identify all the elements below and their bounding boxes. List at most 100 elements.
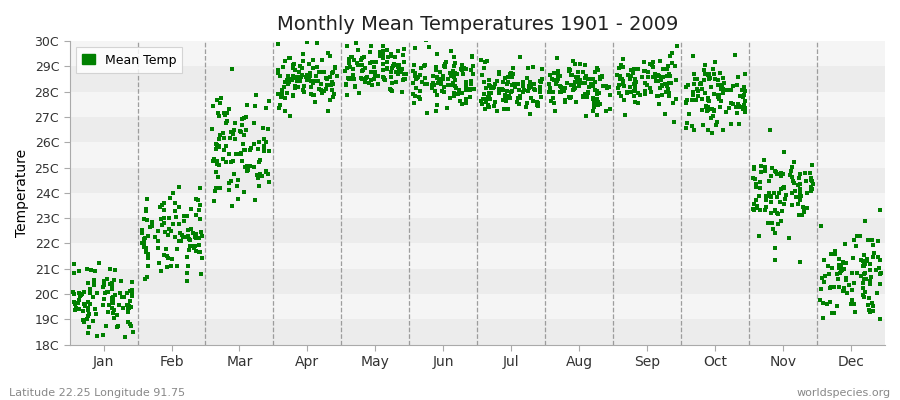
Point [658, 111, 672, 118]
Point [294, 72, 309, 78]
Point [378, 77, 392, 84]
Point [482, 95, 496, 101]
Point [856, 292, 870, 298]
Point [385, 79, 400, 86]
Point [827, 310, 842, 316]
Point [440, 104, 454, 111]
Point [504, 89, 518, 95]
Point [74, 292, 88, 298]
Point [518, 104, 533, 110]
Point [250, 172, 265, 178]
Point [615, 76, 629, 82]
Point [736, 102, 751, 108]
Point [746, 175, 760, 182]
Point [551, 76, 565, 82]
Point [448, 77, 463, 83]
Point [161, 226, 176, 232]
Point [81, 329, 95, 336]
Point [448, 82, 463, 89]
Point [121, 309, 135, 315]
Point [670, 96, 684, 102]
Point [521, 65, 535, 71]
Point [580, 94, 594, 100]
Point [686, 91, 700, 98]
Point [212, 136, 227, 142]
Point [328, 64, 342, 71]
Bar [69, 117, 885, 142]
Point [638, 90, 652, 96]
Point [428, 67, 443, 74]
Point [521, 85, 535, 91]
Point [563, 67, 578, 74]
Point [212, 162, 226, 168]
Point [276, 64, 291, 71]
Point [702, 98, 716, 105]
Point [646, 74, 661, 80]
Point [530, 102, 544, 108]
Point [150, 227, 165, 234]
Point [685, 53, 699, 59]
Point [435, 88, 449, 95]
Point [498, 91, 512, 98]
Point [329, 73, 344, 80]
Point [497, 106, 511, 112]
Point [726, 82, 741, 89]
Point [256, 136, 271, 143]
Point [161, 231, 176, 238]
Point [392, 66, 407, 72]
Point [104, 300, 119, 306]
Point [350, 60, 365, 66]
Point [406, 90, 420, 97]
Point [384, 51, 399, 57]
Point [270, 67, 284, 74]
Point [714, 98, 728, 104]
Point [438, 61, 453, 68]
Point [271, 40, 285, 47]
Point [76, 319, 91, 326]
Point [308, 98, 322, 105]
Point [573, 61, 588, 67]
Point [447, 63, 462, 69]
Point [778, 196, 792, 202]
Point [285, 93, 300, 100]
Point [748, 176, 762, 182]
Point [719, 109, 733, 115]
Point [488, 99, 502, 105]
Point [306, 80, 320, 86]
Point [274, 87, 289, 94]
Point [490, 78, 504, 85]
Point [526, 98, 540, 105]
Point [746, 207, 760, 214]
Point [209, 141, 223, 148]
Point [797, 208, 812, 215]
Point [768, 168, 782, 174]
Point [793, 197, 807, 204]
Point [797, 170, 812, 176]
Point [355, 62, 369, 68]
Point [479, 84, 493, 91]
Point [485, 85, 500, 91]
Point [505, 82, 519, 88]
Point [347, 83, 362, 90]
Point [578, 80, 592, 86]
Point [868, 267, 883, 273]
Point [535, 76, 549, 82]
Point [546, 70, 561, 76]
Point [105, 294, 120, 300]
Point [112, 290, 127, 296]
Point [222, 180, 237, 186]
Point [507, 81, 521, 87]
Point [710, 119, 724, 126]
Point [121, 306, 135, 312]
Point [701, 76, 716, 82]
Point [752, 193, 766, 200]
Point [854, 272, 868, 279]
Point [745, 206, 760, 212]
Point [176, 234, 191, 240]
Point [221, 150, 236, 157]
Point [419, 110, 434, 116]
Point [134, 226, 148, 233]
Point [252, 159, 266, 165]
Point [81, 305, 95, 312]
Point [838, 241, 852, 247]
